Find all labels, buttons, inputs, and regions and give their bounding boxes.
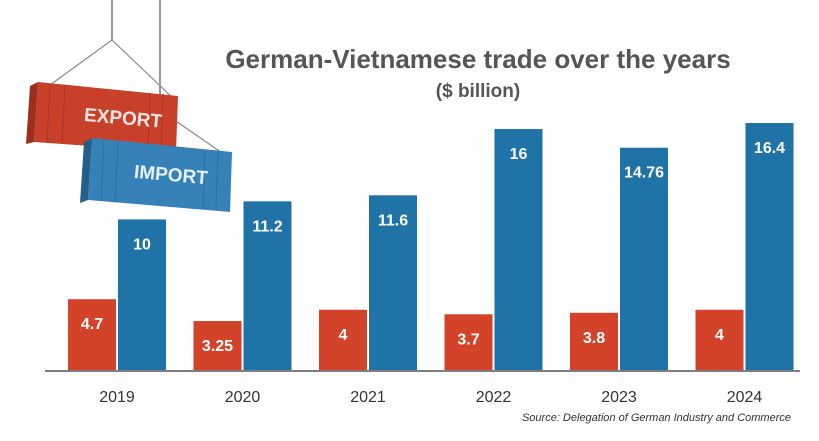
containers-illustration: EXPORT IMPORT — [26, 0, 232, 212]
chart-subtitle: ($ billion) — [436, 81, 520, 102]
x-tick-2023: 2023 — [601, 389, 637, 406]
x-tick-2024: 2024 — [727, 389, 763, 406]
export-value-label-2022: 3.7 — [457, 331, 479, 348]
x-tick-2021: 2021 — [350, 389, 386, 406]
import-container: IMPORT — [80, 138, 232, 212]
x-tick-labels: 2019 2020 2021 2022 2023 2024 — [99, 389, 762, 406]
export-bar-2020 — [193, 321, 242, 370]
import-value-label-2023: 14.76 — [624, 165, 664, 182]
import-bar-2024 — [745, 123, 794, 370]
import-value-label-2021: 11.6 — [378, 212, 408, 229]
export-bar-2019 — [68, 299, 116, 370]
import-bar-2019 — [118, 219, 166, 370]
import-value-label-2020: 11.2 — [252, 218, 282, 235]
x-tick-2020: 2020 — [225, 389, 261, 406]
import-bar-2020 — [243, 201, 292, 370]
bars-group: 4.7 10 3.25 11.2 4 11.6 3.7 16 3.8 14.76 4 16.4 — [68, 123, 794, 370]
x-tick-2019: 2019 — [99, 389, 135, 406]
x-tick-2022: 2022 — [476, 389, 512, 406]
export-value-label-2024: 4 — [715, 327, 724, 344]
export-value-label-2021: 4 — [339, 327, 348, 344]
export-value-label-2023: 3.8 — [583, 330, 605, 347]
export-container: EXPORT — [26, 82, 178, 152]
chart-title: German-Vietnamese trade over the years — [225, 44, 730, 74]
export-value-label-2020: 3.25 — [202, 338, 233, 355]
import-bar-2022 — [494, 129, 543, 370]
import-value-label-2022: 16 — [510, 146, 528, 163]
export-bar-2022 — [444, 314, 493, 370]
export-bar-2021 — [319, 309, 367, 370]
import-bar-2021 — [369, 195, 417, 370]
export-value-label-2019: 4.7 — [81, 316, 103, 333]
import-value-label-2024: 16.4 — [754, 140, 785, 157]
export-bar-2024 — [695, 309, 744, 370]
source-note: Source: Delegation of German Industry an… — [521, 412, 791, 424]
import-value-label-2019: 10 — [133, 236, 151, 253]
export-bar-2023 — [570, 312, 618, 370]
import-bar-2023 — [620, 147, 668, 370]
